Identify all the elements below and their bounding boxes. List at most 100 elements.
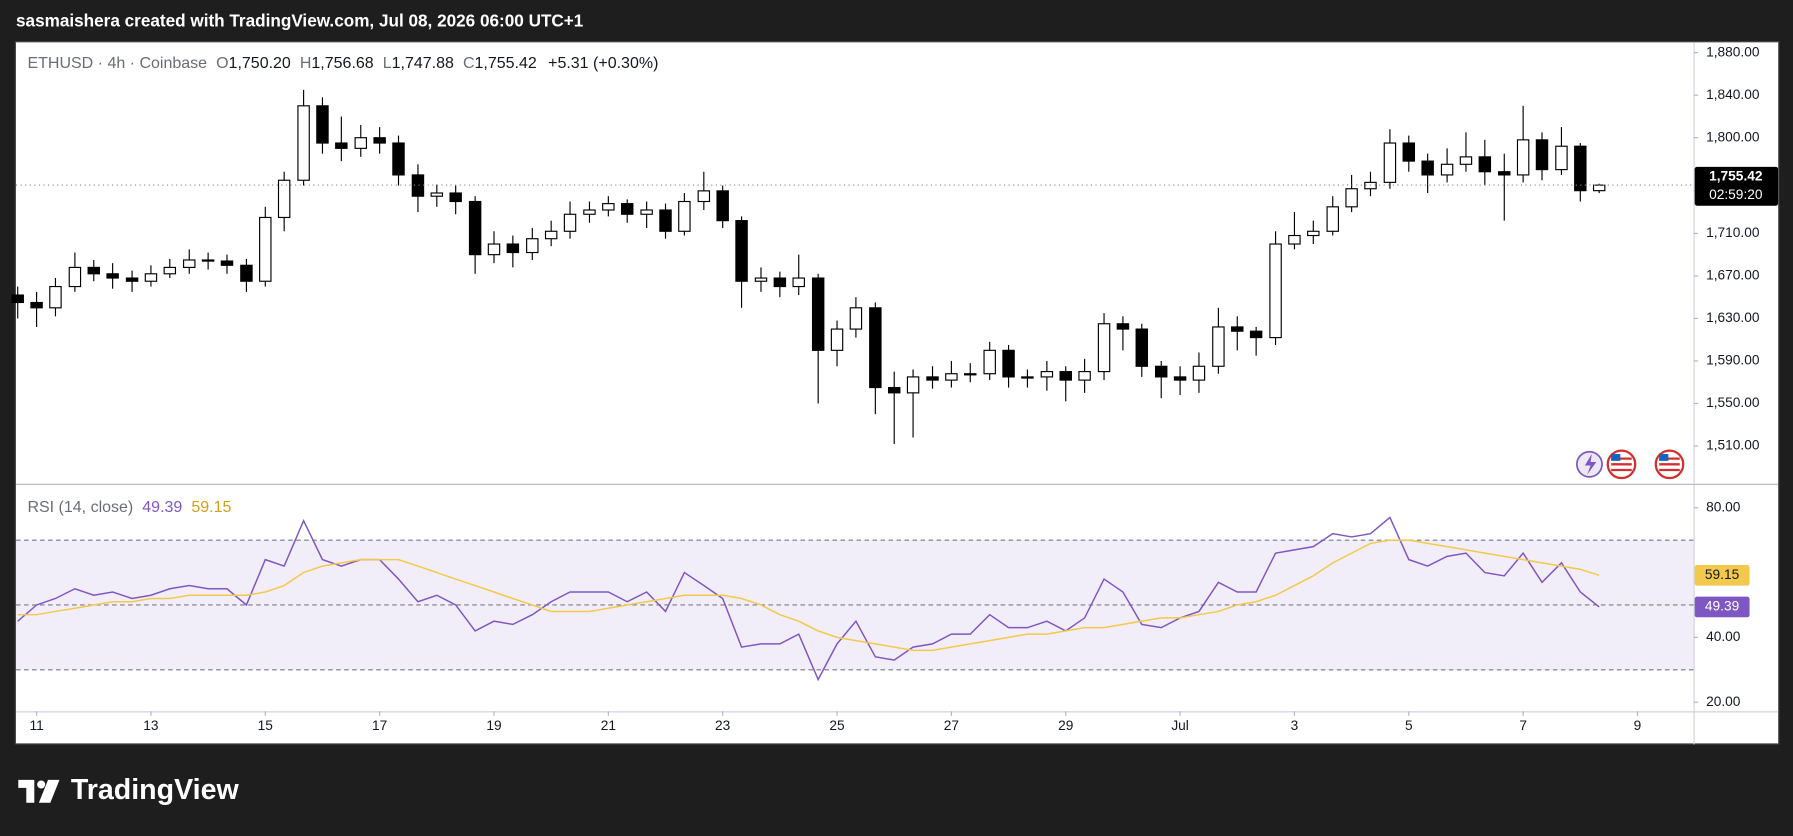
countdown-label: 02:59:20 <box>1709 187 1763 202</box>
x-tick-label: 13 <box>143 718 159 733</box>
candle-body <box>183 259 196 268</box>
y-tick-label: 1,550.00 <box>1706 395 1760 410</box>
last-price-label: 1,755.42 <box>1709 169 1763 184</box>
x-tick-label: 5 <box>1405 718 1413 733</box>
y-tick-label: 1,630.00 <box>1706 310 1760 325</box>
rsi-title: RSI (14, close) <box>27 499 133 516</box>
candle-body <box>277 179 291 219</box>
x-tick-label: 25 <box>829 718 845 733</box>
candle-body <box>678 200 691 232</box>
candle-body <box>68 266 82 288</box>
candle-body <box>1212 326 1225 367</box>
candle-body <box>144 273 158 282</box>
candle-body <box>1498 171 1511 176</box>
candle-body <box>983 349 996 375</box>
x-tick-label: 15 <box>258 718 274 733</box>
x-tick-label: 9 <box>1634 718 1642 733</box>
x-tick-label: 23 <box>715 718 731 733</box>
candle-body <box>659 209 672 232</box>
candle-body <box>11 294 24 304</box>
x-tick-label: 29 <box>1058 718 1073 733</box>
legend-key: H <box>300 55 312 72</box>
candle-body <box>259 216 272 282</box>
candle-body <box>1307 230 1320 237</box>
candle-body <box>754 277 768 282</box>
y-tick-label: 80.00 <box>1706 499 1741 514</box>
candle-body <box>1574 145 1587 192</box>
y-tick-label: 1,510.00 <box>1706 438 1760 453</box>
candle-body <box>49 285 62 309</box>
candle-body <box>1192 365 1206 381</box>
value-box <box>1694 565 1750 586</box>
candle-body <box>1478 156 1492 173</box>
candle-body <box>792 277 805 288</box>
candle-body <box>1288 234 1301 245</box>
candle-body <box>735 220 748 282</box>
value-box <box>1694 596 1750 618</box>
candle-body <box>1078 371 1091 381</box>
y-tick-label: 1,800.00 <box>1706 129 1760 144</box>
y-tick-label: 20.00 <box>1706 694 1741 709</box>
candle-body <box>602 203 615 211</box>
x-tick-label: 7 <box>1519 718 1527 733</box>
candle-body <box>392 142 405 176</box>
candle-body <box>544 230 558 240</box>
candle-body <box>1440 163 1454 176</box>
event-icon <box>1584 454 1597 475</box>
candle-body <box>1173 376 1187 381</box>
legend-value: 1,756.68 <box>311 55 373 72</box>
x-tick-label: 3 <box>1291 718 1299 733</box>
flag-icon <box>1659 454 1669 461</box>
x-tick-label: 17 <box>372 718 387 733</box>
logo-mark <box>18 779 35 803</box>
candle-body <box>240 264 253 282</box>
candle-body <box>849 307 863 330</box>
y-tick-label: 1,840.00 <box>1706 87 1760 102</box>
legend-key: L <box>383 55 392 72</box>
candle-body <box>1116 323 1130 330</box>
x-tick-label: 27 <box>944 718 959 733</box>
header-text: sasmaishera created with TradingView.com… <box>16 10 584 30</box>
y-tick-label: 1,880.00 <box>1706 44 1760 59</box>
candle-body <box>373 137 386 144</box>
candle-body <box>811 277 825 351</box>
event-icons <box>1576 449 1685 480</box>
legend: ETHUSD · 4h · Coinbase O1,750.20 H1,756.… <box>27 55 658 72</box>
legend-key: O <box>216 55 228 72</box>
candle-body <box>906 376 920 394</box>
candle-body <box>716 190 729 222</box>
candle-body <box>220 260 234 266</box>
candle-body <box>1592 184 1606 192</box>
candle-body <box>430 192 444 197</box>
legend-value: 1,750.20 <box>229 55 291 72</box>
candle-body <box>468 200 482 256</box>
candle-body <box>926 376 939 381</box>
flag-icon <box>1611 454 1621 461</box>
legend-change: +5.31 (+0.30%) <box>548 55 658 72</box>
y-tick-label: 1,710.00 <box>1706 225 1760 240</box>
legend-value: 1,747.88 <box>392 55 454 72</box>
candle-body <box>487 243 501 256</box>
candle-body <box>563 213 577 232</box>
candle-body <box>297 105 310 181</box>
candle-body <box>887 386 901 394</box>
rsi-ma-value: 59.15 <box>191 499 231 516</box>
x-tick-label: 11 <box>29 718 43 733</box>
legend-key: C <box>463 55 475 72</box>
value-box-label: 59.15 <box>1705 567 1740 582</box>
y-tick-label: 40.00 <box>1706 629 1741 644</box>
candle-body <box>1516 139 1530 176</box>
candle-body <box>830 328 844 351</box>
candle-body <box>163 266 177 275</box>
last-price-box <box>1694 166 1779 206</box>
candle-body <box>1059 371 1072 381</box>
candle-body <box>449 192 462 203</box>
candle-body <box>697 190 711 203</box>
candle-body <box>1402 142 1416 162</box>
candle-body <box>1459 156 1473 165</box>
rsi-value: 49.39 <box>142 499 182 516</box>
value-box-label: 49.39 <box>1705 599 1739 614</box>
candle-body <box>354 137 368 149</box>
candle-body <box>106 273 119 279</box>
logo-mark <box>37 780 46 789</box>
